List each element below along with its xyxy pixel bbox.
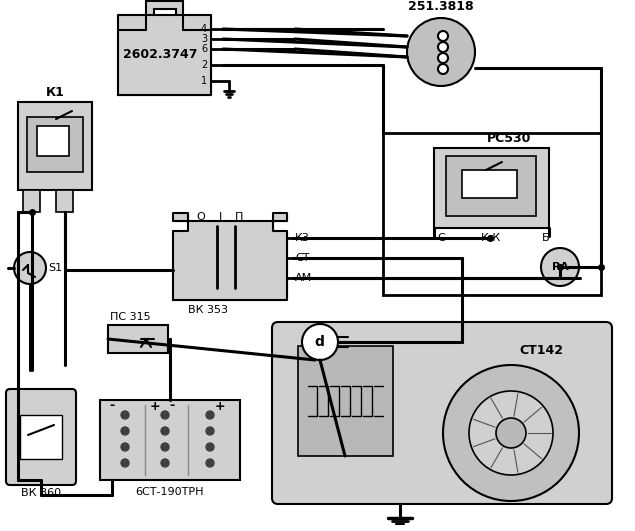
Circle shape [121,443,129,451]
Bar [146,1,183,17]
FancyBboxPatch shape [272,322,612,504]
Circle shape [206,443,214,451]
Bar [434,148,549,228]
Circle shape [206,411,214,419]
Text: 3: 3 [201,34,207,44]
Text: 2: 2 [201,60,207,70]
Text: 4: 4 [201,24,207,34]
Bar [383,133,601,295]
Text: -: - [170,399,175,413]
Circle shape [161,427,169,435]
Text: К К: К К [481,233,500,243]
Text: S1: S1 [48,263,62,273]
Circle shape [121,427,129,435]
Circle shape [161,443,169,451]
Circle shape [438,53,448,63]
Text: П: П [235,212,243,222]
Circle shape [161,411,169,419]
Text: ПС 315: ПС 315 [110,312,150,322]
Circle shape [206,459,214,467]
Text: 6: 6 [201,44,207,54]
Bar [100,400,240,480]
Text: СТ: СТ [295,253,309,263]
Text: 6СТ-190ТРН: 6СТ-190ТРН [136,487,204,497]
Bar [108,325,168,353]
Circle shape [469,391,553,475]
Circle shape [121,411,129,419]
Bar [462,170,517,198]
Circle shape [496,418,526,448]
Text: О: О [197,212,205,222]
Text: К3: К3 [295,233,310,243]
Bar [18,102,92,190]
Text: С: С [437,233,445,243]
Text: РА: РА [552,262,568,272]
FancyBboxPatch shape [6,389,76,485]
Circle shape [161,459,169,467]
Bar [446,156,536,216]
Text: РС530: РС530 [487,132,531,144]
Circle shape [443,365,579,501]
Circle shape [438,64,448,74]
Bar [154,9,176,19]
Text: 2602.3747: 2602.3747 [123,48,197,62]
Bar [27,117,83,172]
Circle shape [14,252,46,284]
Bar [37,126,69,156]
Bar [298,346,393,456]
Text: Б: Б [542,233,550,243]
Text: СТ142: СТ142 [519,344,563,356]
Text: 1: 1 [201,76,207,86]
Text: I: I [219,212,223,222]
Bar [23,190,40,212]
Text: d: d [314,335,324,349]
Text: +: + [215,399,225,413]
Text: 251.3818: 251.3818 [408,0,474,13]
Text: К1: К1 [46,85,64,98]
Circle shape [438,42,448,52]
Text: ВК 860: ВК 860 [21,488,61,498]
Circle shape [206,427,214,435]
Polygon shape [118,15,211,95]
Polygon shape [173,213,287,300]
Text: +: + [150,399,160,413]
Bar [56,190,73,212]
Text: -: - [109,399,114,413]
Circle shape [541,248,579,286]
Bar [20,415,62,459]
Circle shape [302,324,338,360]
Circle shape [438,31,448,41]
Text: АМ: АМ [295,273,312,283]
Circle shape [407,18,475,86]
Text: ВК 353: ВК 353 [188,305,228,315]
Circle shape [121,459,129,467]
